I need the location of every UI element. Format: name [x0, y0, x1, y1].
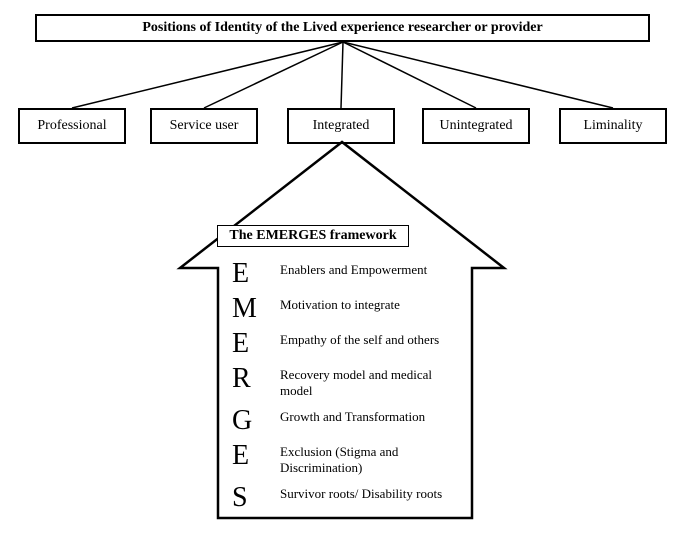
acronym-description: Exclusion (Stigma and Discrimination) — [280, 444, 465, 475]
acronym-description: Enablers and Empowerment — [280, 262, 465, 278]
acronym-letter: E — [232, 258, 249, 290]
acronym-description: Motivation to integrate — [280, 297, 465, 313]
acronym-description: Empathy of the self and others — [280, 332, 465, 348]
acronym-description: Recovery model and medical model — [280, 367, 465, 398]
acronym-description: Growth and Transformation — [280, 409, 465, 425]
emerges-title-text: The EMERGES framework — [229, 228, 396, 244]
acronym-letter: G — [232, 405, 252, 437]
acronym-letter: M — [232, 293, 257, 325]
acronym-letter: E — [232, 440, 249, 472]
acronym-letter: R — [232, 363, 251, 395]
acronym-description: Survivor roots/ Disability roots — [280, 486, 465, 502]
acronym-letter: S — [232, 482, 248, 514]
emerges-framework-title: The EMERGES framework — [217, 225, 409, 247]
acronym-letter: E — [232, 328, 249, 360]
